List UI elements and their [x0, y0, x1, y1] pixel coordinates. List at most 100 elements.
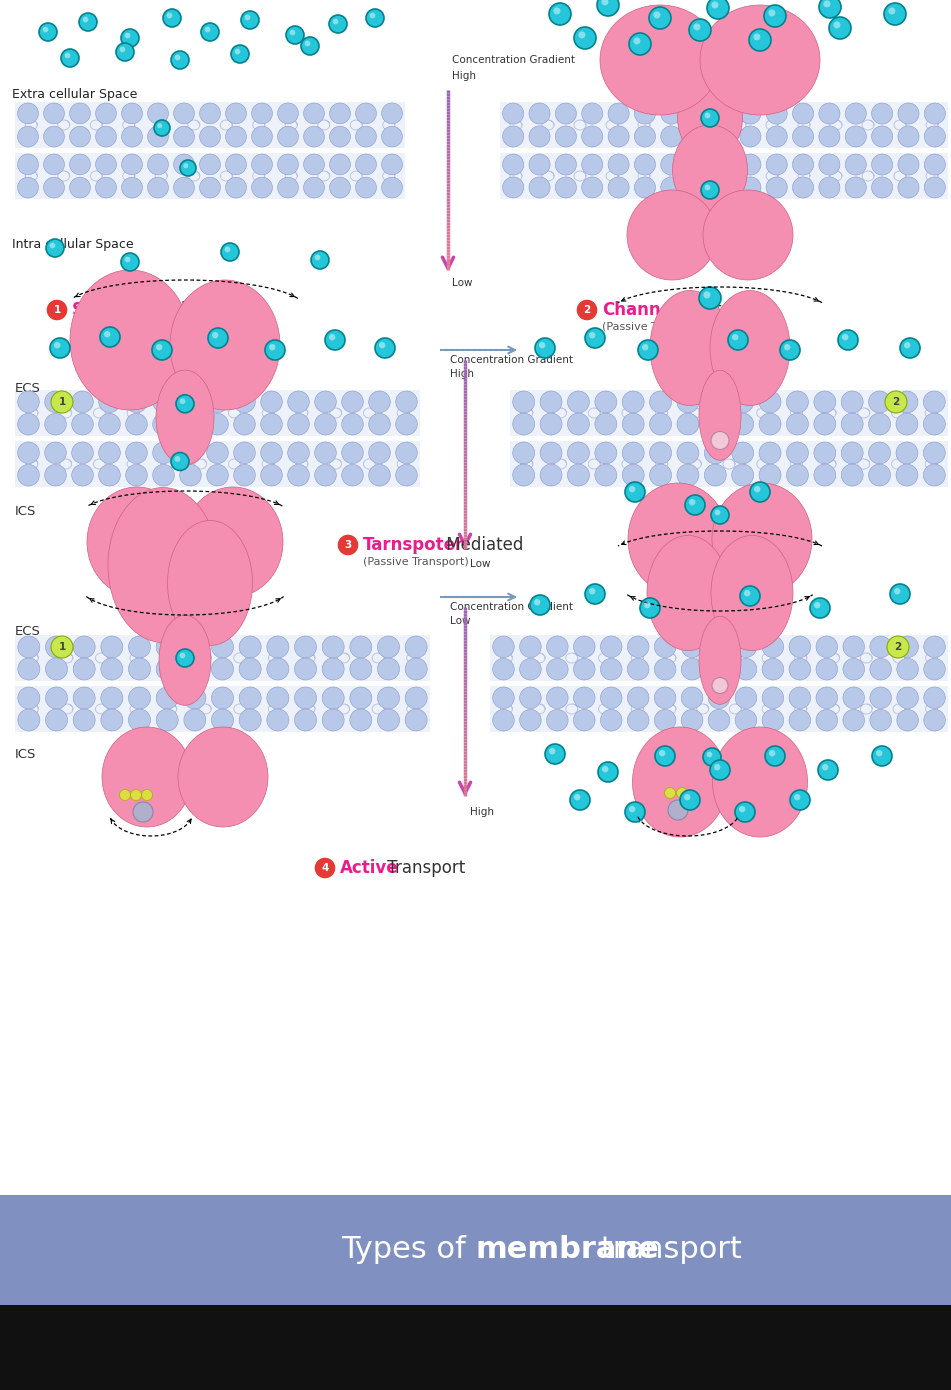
Circle shape [842, 334, 848, 341]
Circle shape [239, 657, 262, 680]
Circle shape [600, 637, 622, 657]
Circle shape [769, 751, 775, 756]
Circle shape [171, 453, 189, 470]
Circle shape [573, 659, 595, 680]
Circle shape [644, 602, 650, 609]
Circle shape [868, 464, 890, 486]
Circle shape [845, 177, 866, 197]
Circle shape [261, 413, 282, 435]
Circle shape [513, 413, 534, 435]
Circle shape [267, 637, 289, 657]
Text: 1: 1 [58, 642, 66, 652]
Text: High: High [470, 808, 494, 817]
Circle shape [786, 413, 808, 435]
Circle shape [923, 637, 945, 657]
Text: Mediated: Mediated [441, 537, 523, 555]
Circle shape [876, 751, 883, 756]
Circle shape [762, 637, 784, 657]
Ellipse shape [703, 190, 793, 279]
Circle shape [740, 126, 761, 147]
Circle shape [568, 442, 590, 464]
Circle shape [818, 760, 838, 780]
Circle shape [629, 806, 635, 812]
Circle shape [659, 751, 666, 756]
Circle shape [573, 687, 595, 709]
Circle shape [126, 442, 147, 464]
Ellipse shape [712, 727, 807, 837]
Circle shape [370, 13, 376, 18]
Circle shape [842, 391, 864, 413]
Circle shape [634, 103, 655, 124]
Circle shape [634, 177, 655, 197]
Text: Intra cellular Space: Intra cellular Space [12, 238, 134, 252]
Circle shape [870, 659, 891, 680]
Circle shape [529, 126, 550, 147]
Circle shape [71, 464, 93, 486]
Circle shape [842, 464, 864, 486]
Ellipse shape [627, 190, 717, 279]
Circle shape [780, 341, 800, 360]
Circle shape [529, 177, 550, 197]
Circle shape [688, 154, 708, 175]
Circle shape [101, 687, 123, 709]
Circle shape [735, 709, 757, 731]
Circle shape [568, 391, 590, 413]
Circle shape [379, 342, 385, 349]
Circle shape [261, 442, 282, 464]
Circle shape [180, 413, 202, 435]
Text: Active: Active [340, 859, 398, 877]
Circle shape [529, 154, 550, 175]
Circle shape [278, 126, 299, 147]
Circle shape [156, 687, 178, 709]
Text: 2: 2 [892, 398, 900, 407]
Circle shape [18, 464, 39, 486]
Circle shape [731, 413, 753, 435]
Circle shape [234, 464, 255, 486]
Circle shape [595, 391, 617, 413]
Circle shape [503, 154, 524, 175]
Circle shape [45, 442, 67, 464]
Circle shape [598, 762, 618, 783]
Circle shape [239, 637, 262, 657]
Circle shape [705, 391, 727, 413]
Circle shape [731, 391, 753, 413]
Circle shape [341, 391, 363, 413]
Circle shape [341, 413, 363, 435]
Circle shape [688, 126, 708, 147]
Circle shape [231, 44, 249, 63]
Circle shape [699, 286, 721, 309]
Circle shape [184, 163, 188, 168]
Circle shape [555, 177, 576, 197]
Circle shape [519, 709, 541, 731]
Circle shape [69, 126, 90, 147]
Circle shape [211, 687, 234, 709]
Circle shape [535, 338, 555, 359]
Circle shape [924, 126, 945, 147]
Circle shape [654, 637, 676, 657]
Circle shape [267, 709, 289, 731]
Circle shape [288, 442, 309, 464]
Circle shape [71, 442, 93, 464]
Circle shape [714, 510, 720, 516]
Circle shape [252, 177, 272, 197]
Circle shape [824, 0, 830, 7]
Circle shape [261, 464, 282, 486]
Circle shape [73, 687, 95, 709]
Bar [0, 1305, 951, 1390]
Circle shape [739, 806, 746, 812]
Circle shape [369, 442, 390, 464]
Circle shape [904, 342, 910, 349]
Ellipse shape [700, 6, 820, 115]
Circle shape [762, 687, 784, 709]
Circle shape [792, 177, 814, 197]
Circle shape [350, 637, 372, 657]
Circle shape [128, 657, 150, 680]
Circle shape [101, 637, 123, 657]
Circle shape [740, 103, 761, 124]
Circle shape [728, 329, 748, 350]
Circle shape [735, 802, 755, 821]
Text: Channel: Channel [602, 302, 678, 318]
Ellipse shape [183, 486, 283, 596]
Circle shape [792, 126, 814, 147]
Circle shape [303, 177, 324, 197]
